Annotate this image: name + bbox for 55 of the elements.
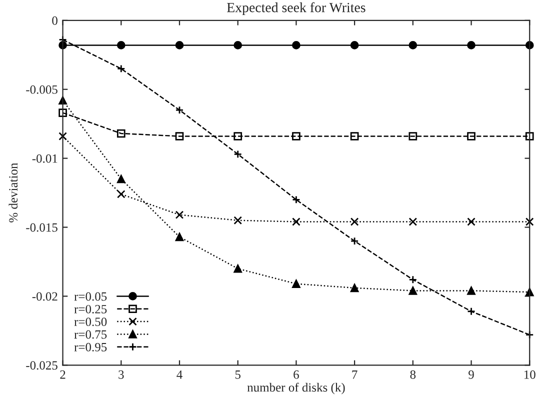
point [116, 174, 126, 184]
point [467, 286, 476, 295]
point [525, 218, 534, 226]
point [116, 129, 126, 138]
point [234, 216, 242, 225]
x-tick-label: 7 [352, 370, 358, 379]
x-tick-label: 9 [468, 370, 474, 379]
point [234, 132, 242, 140]
point [292, 41, 300, 50]
chart-title: Expected seek for Writes [227, 2, 366, 16]
y-tick-label: -0.01 [32, 154, 58, 163]
y-axis-title: % deviation [8, 162, 18, 222]
point [408, 218, 418, 226]
x-tick-label: 5 [235, 370, 240, 379]
x-tick-label: 6 [294, 370, 299, 379]
point [175, 232, 184, 242]
point [467, 41, 476, 50]
point [292, 280, 300, 288]
x-tick-label: 8 [410, 370, 416, 379]
point [234, 41, 242, 50]
point [467, 132, 476, 140]
y-tick-label: -0.02 [32, 292, 58, 301]
point [175, 210, 184, 220]
y-tick-label: -0.015 [26, 223, 58, 232]
legend-label: r=0.95 [74, 342, 107, 352]
point [58, 108, 67, 117]
point [408, 132, 418, 140]
y-tick-label: -0.025 [26, 361, 58, 370]
point [350, 218, 359, 226]
point [408, 286, 418, 295]
point [292, 218, 300, 226]
legend-label: r=0.25 [74, 304, 107, 314]
legend-label: r=0.05 [74, 292, 107, 301]
point [234, 264, 242, 273]
x-tick-label: 2 [60, 370, 66, 379]
x-tick-label: 3 [118, 370, 124, 379]
point [116, 41, 126, 50]
point [175, 41, 184, 50]
x-axis-title: number of disks (k) [247, 382, 345, 394]
point [350, 41, 359, 50]
point [467, 218, 476, 226]
point [116, 190, 126, 198]
legend-label: r=0.50 [74, 318, 107, 326]
point [408, 41, 418, 50]
legend-label: r=0.75 [74, 330, 107, 339]
x-tick-label: 10 [524, 370, 536, 379]
point [292, 132, 300, 140]
point [525, 132, 534, 140]
point [58, 132, 67, 140]
x-tick-label: 4 [176, 370, 182, 379]
point [350, 284, 359, 292]
point [350, 132, 359, 140]
y-tick-label: 0 [52, 16, 58, 25]
point [175, 132, 184, 140]
y-tick-label: -0.005 [26, 85, 58, 94]
